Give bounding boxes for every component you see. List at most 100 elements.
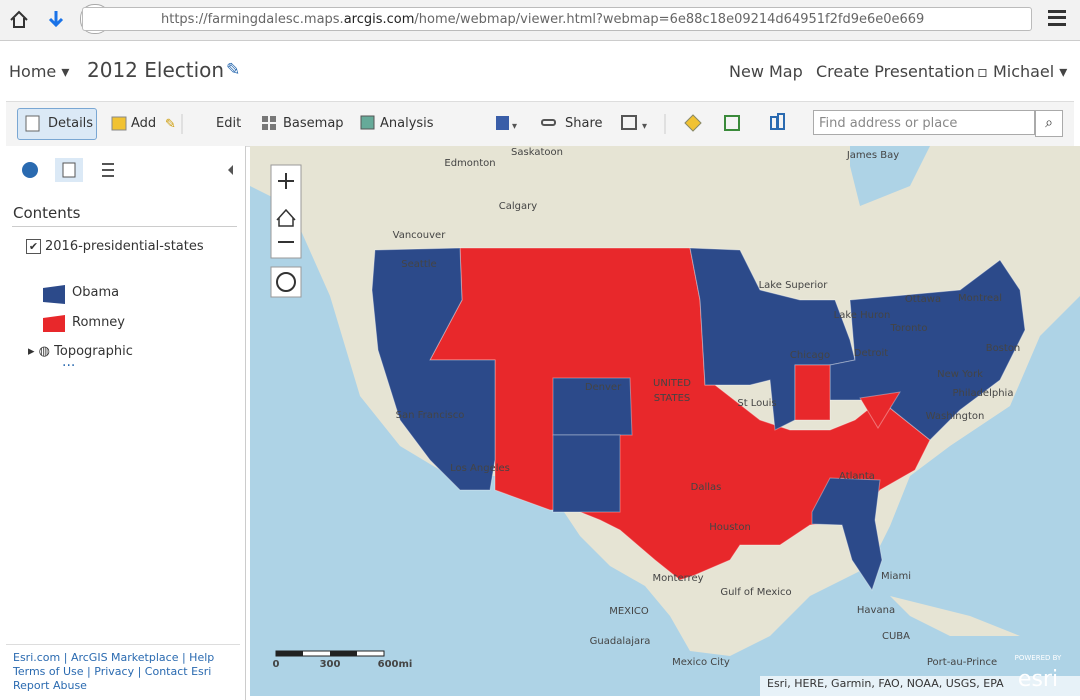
map-label: Denver [585, 382, 622, 393]
sidebar-tabs [22, 158, 233, 182]
menu-button[interactable] [1048, 10, 1066, 26]
state-region [552, 434, 621, 513]
powered-by: POWERED BY [1015, 654, 1062, 662]
map-label: St Louis [737, 398, 776, 409]
footer-link[interactable]: Esri.com [13, 651, 61, 664]
legend-swatches [43, 285, 65, 332]
map-label: Los Angeles [450, 463, 510, 474]
map-label: Edmonton [444, 158, 495, 169]
map-label: Havana [857, 605, 895, 616]
map-title: 2012 Election [87, 58, 225, 82]
map-label: Montreal [958, 293, 1002, 304]
map-label: Seattle [401, 259, 436, 270]
map-label: Houston [709, 522, 751, 533]
state-region [811, 477, 883, 592]
user-menu[interactable]: ▫ Michael ▾ [977, 62, 1068, 81]
map-label: Miami [881, 571, 911, 582]
map-label: New York [937, 369, 983, 380]
esri-logo: esri [1018, 667, 1058, 692]
home-link: Home [9, 62, 57, 81]
footer-link[interactable]: Privacy [94, 665, 135, 678]
map-label: Lake Superior [759, 280, 829, 291]
search-input[interactable]: Find address or place [813, 110, 1035, 135]
map-label: Mexico City [672, 657, 730, 668]
layer-name[interactable]: 2016-presidential-states [45, 239, 204, 254]
sidebar: Contents ✔ 2016-presidential-states Obam… [0, 146, 246, 700]
svg-text:▾: ▾ [642, 121, 647, 132]
map-label: Washington [926, 411, 985, 422]
map-label: Saskatoon [511, 147, 563, 158]
nav-icons [10, 10, 64, 28]
legend-label: Obama [72, 285, 120, 300]
browser-bar: ← https://farmingdalesc.maps.arcgis.com/… [0, 0, 1080, 41]
home-menu[interactable]: Home ▾ [9, 62, 70, 81]
legend-swatch [43, 315, 65, 332]
basemap-button[interactable]: Basemap [283, 116, 344, 131]
user-name: Michael [992, 62, 1055, 81]
attribution: Esri, HERE, Garmin, FAO, NOAA, USGS, EPA [767, 677, 1004, 690]
share-button[interactable]: Share [565, 116, 603, 131]
footer-link[interactable]: Help [189, 651, 215, 664]
footer-link[interactable]: Contact Esri [144, 665, 212, 678]
map-label: STATES [654, 393, 691, 404]
basemap-name: Topographic [54, 344, 133, 359]
details-button[interactable]: Details [48, 116, 94, 131]
search-button[interactable]: ⌕ [1035, 110, 1063, 137]
scale-label: 600mi [378, 659, 413, 670]
map-label: Ottawa [905, 294, 941, 305]
edit-title-icon[interactable]: ✎ [226, 60, 241, 80]
map-label: Port-au-Prince [927, 657, 997, 668]
map-label: James Bay [846, 150, 899, 161]
scale-bar: 0 300 600mi [273, 650, 413, 670]
create-presentation-link[interactable]: Create Presentation [816, 62, 975, 81]
map-label: Lake Huron [834, 310, 891, 321]
state-region [794, 364, 831, 421]
state-region [371, 247, 496, 491]
map-label: Gulf of Mexico [720, 587, 791, 598]
divider [12, 226, 237, 227]
url-path: /home/webmap/viewer.html?webmap=6e88c18e… [414, 12, 925, 27]
map-label: Guadalajara [590, 636, 651, 647]
legend-swatch [43, 285, 65, 304]
url-prefix: https://farmingdalesc.maps. [161, 12, 344, 27]
map-label: San Francisco [396, 410, 465, 421]
map-label: Dallas [691, 482, 722, 493]
footer-link[interactable]: Report Abuse [13, 679, 87, 692]
toolbar-icons: ✎ ▾ ▾ [25, 113, 785, 134]
map-label: Monterrey [652, 573, 703, 584]
url-domain: arcgis.com [343, 12, 415, 27]
map-label: Detroit [854, 348, 889, 359]
map[interactable]: Edmonton Saskatoon Calgary Vancouver Seattle… [250, 146, 1080, 696]
more-options[interactable]: ··· [62, 358, 76, 374]
zoom-controls[interactable] [270, 164, 302, 298]
layer-checkbox[interactable]: ✔ [26, 239, 41, 254]
state-region [859, 391, 901, 429]
scale-label: 0 [273, 659, 280, 670]
map-label: Philadelphia [953, 388, 1014, 399]
edit-button[interactable]: Edit [216, 116, 242, 131]
new-map-link[interactable]: New Map [729, 62, 803, 81]
basemap-row[interactable]: ▸ ◍ Topographic [28, 344, 133, 359]
map-label: CUBA [882, 631, 910, 642]
footer-link[interactable]: ArcGIS Marketplace [70, 651, 179, 664]
map-label: Calgary [499, 201, 537, 212]
map-label: Chicago [790, 350, 830, 361]
map-label: Vancouver [393, 230, 447, 241]
contents-heading: Contents [13, 204, 81, 222]
map-label: UNITED [653, 378, 691, 389]
svg-text:✎: ✎ [165, 117, 176, 132]
add-button[interactable]: Add [131, 116, 157, 131]
map-label: MEXICO [609, 606, 649, 617]
analysis-button[interactable]: Analysis [380, 116, 434, 131]
divider [6, 644, 240, 645]
svg-text:▾: ▾ [512, 121, 517, 132]
legend-label: Romney [72, 315, 125, 330]
state-region [552, 377, 633, 436]
map-label: Toronto [890, 323, 928, 334]
footer-link[interactable]: Terms of Use [13, 665, 84, 678]
url-bar[interactable]: https://farmingdalesc.maps.arcgis.com/ho… [82, 7, 1032, 31]
map-label: Boston [986, 343, 1021, 354]
map-label: Atlanta [839, 471, 875, 482]
scale-label: 300 [320, 659, 341, 670]
